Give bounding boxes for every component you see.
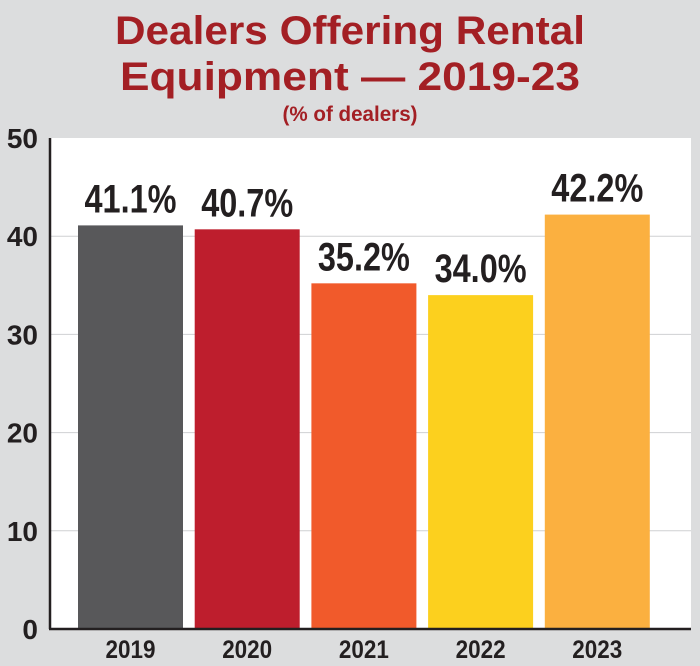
x-tick-label: 2023 xyxy=(572,636,622,664)
y-tick-label: 40 xyxy=(7,221,38,252)
data-label: 41.1% xyxy=(85,177,177,221)
bar-2022 xyxy=(428,295,534,629)
bar-2023 xyxy=(544,214,650,629)
data-label: 35.2% xyxy=(318,235,410,279)
chart-title-line-2: Equipment — 2019-23 xyxy=(120,55,580,99)
y-tick-label: 50 xyxy=(7,123,38,154)
y-tick-label: 10 xyxy=(7,516,38,547)
data-label: 34.0% xyxy=(435,247,527,291)
chart-title-line-1: Dealers Offering Rental xyxy=(115,9,585,53)
bar-2019 xyxy=(78,225,183,629)
x-tick-label: 2021 xyxy=(339,636,389,664)
x-tick-label: 2019 xyxy=(106,636,156,664)
data-label: 42.2% xyxy=(551,167,643,211)
bar-2020 xyxy=(194,229,300,630)
x-tick-label: 2022 xyxy=(456,636,506,664)
chart-subtitle: (% of dealers) xyxy=(283,103,418,126)
y-tick-label: 30 xyxy=(7,319,38,350)
bar-2021 xyxy=(311,283,417,629)
data-label: 40.7% xyxy=(201,181,293,225)
y-tick-label: 0 xyxy=(22,614,38,645)
y-tick-label: 20 xyxy=(7,418,38,449)
x-tick-label: 2020 xyxy=(222,636,272,664)
